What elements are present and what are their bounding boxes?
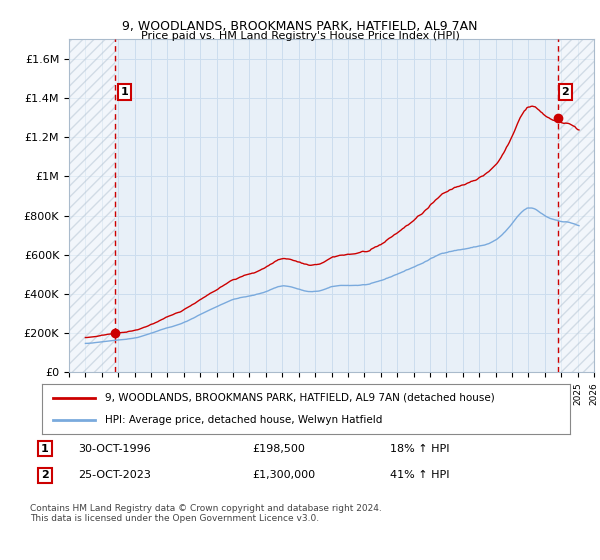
Bar xyxy=(558,39,594,372)
Text: Price paid vs. HM Land Registry's House Price Index (HPI): Price paid vs. HM Land Registry's House … xyxy=(140,31,460,41)
Text: Contains HM Land Registry data © Crown copyright and database right 2024.
This d: Contains HM Land Registry data © Crown c… xyxy=(30,504,382,524)
Text: HPI: Average price, detached house, Welwyn Hatfield: HPI: Average price, detached house, Welw… xyxy=(106,415,383,425)
Text: 18% ↑ HPI: 18% ↑ HPI xyxy=(390,444,449,454)
Text: 9, WOODLANDS, BROOKMANS PARK, HATFIELD, AL9 7AN (detached house): 9, WOODLANDS, BROOKMANS PARK, HATFIELD, … xyxy=(106,393,495,403)
Text: 2: 2 xyxy=(562,87,569,97)
Text: £1,300,000: £1,300,000 xyxy=(252,470,315,480)
Text: 30-OCT-1996: 30-OCT-1996 xyxy=(78,444,151,454)
Text: 25-OCT-2023: 25-OCT-2023 xyxy=(78,470,151,480)
Text: £198,500: £198,500 xyxy=(252,444,305,454)
Text: 9, WOODLANDS, BROOKMANS PARK, HATFIELD, AL9 7AN: 9, WOODLANDS, BROOKMANS PARK, HATFIELD, … xyxy=(122,20,478,32)
Text: 1: 1 xyxy=(121,87,128,97)
Text: 1: 1 xyxy=(41,444,49,454)
Text: 2: 2 xyxy=(41,470,49,480)
Bar xyxy=(69,39,115,372)
Text: 41% ↑ HPI: 41% ↑ HPI xyxy=(390,470,449,480)
